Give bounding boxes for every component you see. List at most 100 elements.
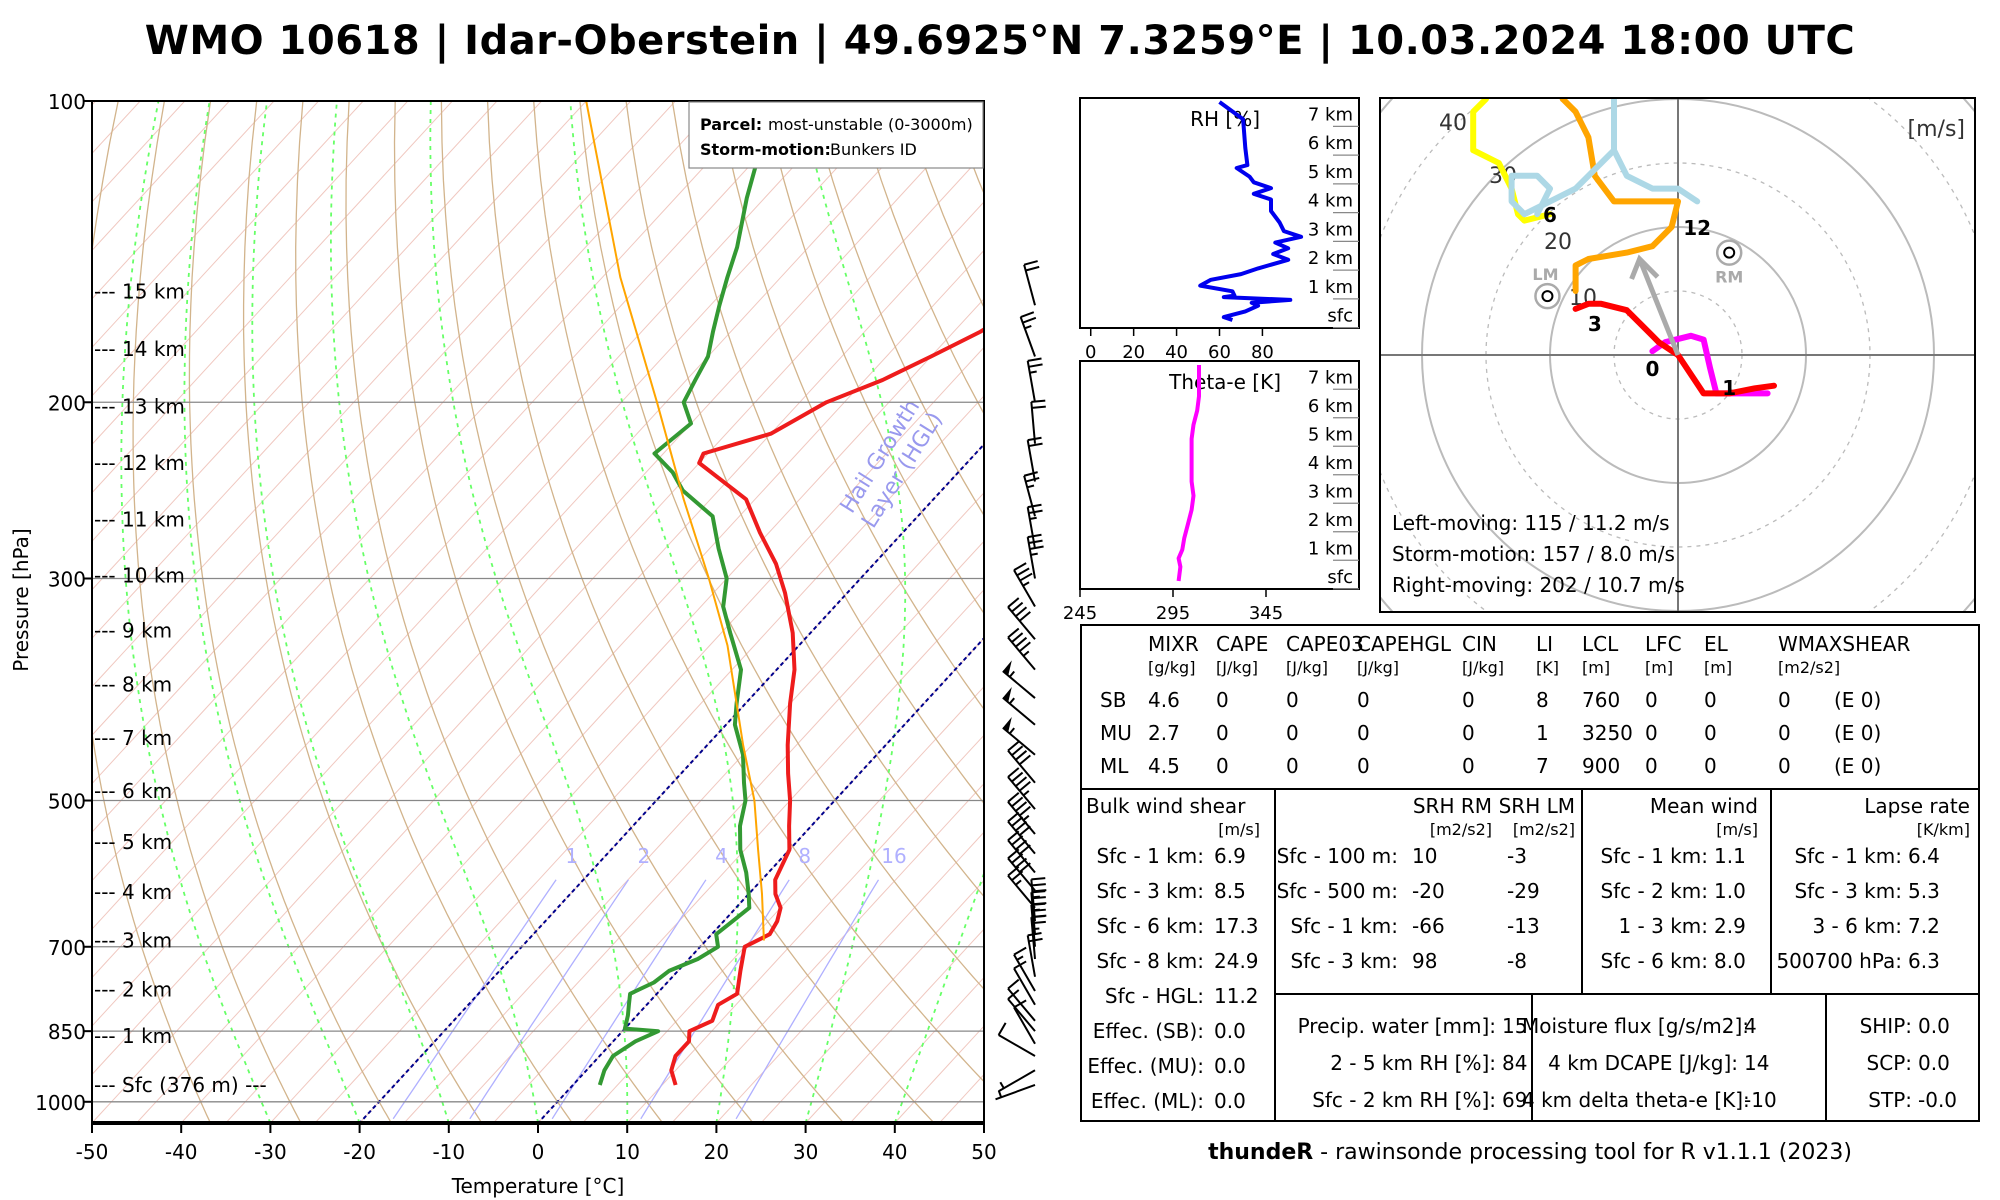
divider <box>1531 993 1533 1122</box>
srh-rm-value: 98 <box>1412 949 1438 973</box>
wind-barb-shaft <box>1007 820 1036 855</box>
hodograph-height-label: 12 <box>1683 216 1711 240</box>
table-cell: 0 <box>1645 754 1658 778</box>
table-cell: 0 <box>1462 754 1475 778</box>
lapse-rate-unit: [K/km] <box>1916 820 1970 839</box>
srh-label: Sfc - 1 km: <box>1290 914 1398 938</box>
wind-barb-full <box>1007 792 1020 803</box>
bulk-shear-value: 8.5 <box>1214 879 1246 903</box>
table-cell: 0 <box>1704 688 1717 712</box>
table-cell: 0 <box>1216 754 1229 778</box>
wind-barb-half <box>1024 324 1032 330</box>
table-cell: 4.6 <box>1148 688 1180 712</box>
isotherm-line <box>180 249 984 1123</box>
bulk-shear-value: 0.0 <box>1214 1019 1246 1043</box>
divider <box>1274 993 1978 995</box>
height-label: --- 15 km <box>94 279 185 303</box>
wind-barb <box>1030 399 1046 444</box>
wind-barb-full <box>1015 606 1028 618</box>
x-tick-label: 10 <box>614 1140 639 1164</box>
wind-barb-shaft <box>1007 875 1036 909</box>
wind-barb-shaft <box>1013 967 1036 1006</box>
hodograph-trace <box>1611 98 1701 205</box>
dry-adiabat-line <box>242 101 483 1123</box>
wind-barb-half <box>1022 581 1030 587</box>
bunkers-marker-ring <box>1715 239 1743 266</box>
bulk-shear-label: Sfc - 8 km: <box>1096 949 1204 973</box>
wind-barb <box>1030 877 1047 922</box>
wind-barb-full <box>1019 572 1033 582</box>
bunkers-marker-dot <box>1723 246 1736 259</box>
isotherm-line <box>92 101 230 252</box>
index-value: -0.0 <box>1918 1088 1958 1112</box>
wind-barb-full <box>1011 632 1024 643</box>
height-tick-label: 1 km <box>1308 277 1353 298</box>
wind-barb-full <box>1029 545 1044 550</box>
isotherm-line <box>136 201 984 1123</box>
header-unit: [J/kg] <box>1216 658 1259 677</box>
legend-parcel-value: most-unstable (0-3000m) <box>768 115 973 134</box>
mean-wind-value: 1.0 <box>1714 879 1746 903</box>
mixing-ratio-line <box>392 879 557 1120</box>
lapse-rate-value: 6.3 <box>1908 949 1940 973</box>
height-tick-label: 1 km <box>1308 538 1353 559</box>
parcel-legend: Parcel: most-unstable (0-3000m) Storm-moti… <box>688 101 984 169</box>
wind-barb <box>1026 533 1044 579</box>
lapse-rate-value: 7.2 <box>1908 914 1940 938</box>
lapse-rate-label: Sfc - 3 km: <box>1794 879 1902 903</box>
isotherm-line <box>92 101 721 785</box>
table-cell: 0 <box>1357 688 1370 712</box>
table-cell: 0 <box>1216 721 1229 745</box>
height-label: --- 3 km <box>94 929 172 953</box>
bulk-shear-unit: [m/s] <box>1218 820 1260 839</box>
header-unit: [g/kg] <box>1148 658 1196 677</box>
wind-barb-half <box>1016 955 1024 961</box>
hodograph-height-label: 1 <box>1722 376 1736 400</box>
dry-adiabat-line <box>486 101 935 1123</box>
dry-adiabat-line <box>763 101 984 615</box>
table-cell: 0 <box>1216 688 1229 712</box>
srh-lm-unit: [m2/s2] <box>1512 820 1575 839</box>
storm-motion-arrow <box>1637 258 1681 356</box>
isotherm-line <box>849 976 984 1123</box>
lapse-rate-label: Sfc - 1 km: <box>1794 844 1902 868</box>
wind-barb <box>1013 562 1036 608</box>
mixing-ratio-line <box>735 879 880 1120</box>
isotherm-line <box>92 104 984 1076</box>
x-tick-label: 20 <box>704 1140 729 1164</box>
wind-barb-full <box>1018 805 1031 817</box>
header-unit: [K] <box>1536 658 1559 677</box>
divider <box>1082 788 1978 790</box>
srh-lm-title: SRH LM <box>1498 794 1575 818</box>
divider <box>1274 788 1276 1122</box>
isotherm-line <box>582 685 984 1123</box>
srh-rm-unit: [m2/s2] <box>1429 820 1492 839</box>
x-tick-label: 40 <box>1165 342 1188 363</box>
wind-barb-shaft <box>1023 264 1036 306</box>
x-tick-label: -30 <box>254 1140 287 1164</box>
storm-motion-stat: Right-moving: 202 / 10.7 m/s <box>1392 573 1685 597</box>
isotherm-line <box>92 101 319 349</box>
mixing-ratio-label: 16 <box>881 844 906 868</box>
table-cell: (E 0) <box>1834 721 1882 745</box>
theta-e-profile-panel: sfc 1 km 2 km 3 km 4 km 5 km 6 km 7 km Theta-e [… <box>1063 360 1360 624</box>
wind-barb-flag <box>1002 660 1012 676</box>
isotherm-line <box>270 346 984 1123</box>
height-tick-label: 4 km <box>1308 191 1353 212</box>
table-cell: 8 <box>1536 688 1549 712</box>
index-label: STP: <box>1868 1088 1912 1112</box>
dry-adiabat-line <box>188 101 392 1123</box>
moisture-label: Sfc - 2 km RH [%]: <box>1312 1088 1496 1112</box>
hodograph-trace <box>1572 300 1777 397</box>
wind-barb-full <box>1007 767 1020 778</box>
wind-barb <box>1007 597 1036 640</box>
table-cell: 2.7 <box>1148 721 1180 745</box>
wind-barb <box>1002 660 1036 699</box>
height-label: --- 7 km <box>94 726 172 750</box>
legend-parcel-key: Parcel: <box>700 115 762 134</box>
hodograph-trace <box>1559 98 1566 102</box>
bulk-shear-value: 6.9 <box>1214 844 1246 868</box>
x-tick-label: 295 <box>1156 603 1190 624</box>
isotherm-line <box>92 101 542 591</box>
